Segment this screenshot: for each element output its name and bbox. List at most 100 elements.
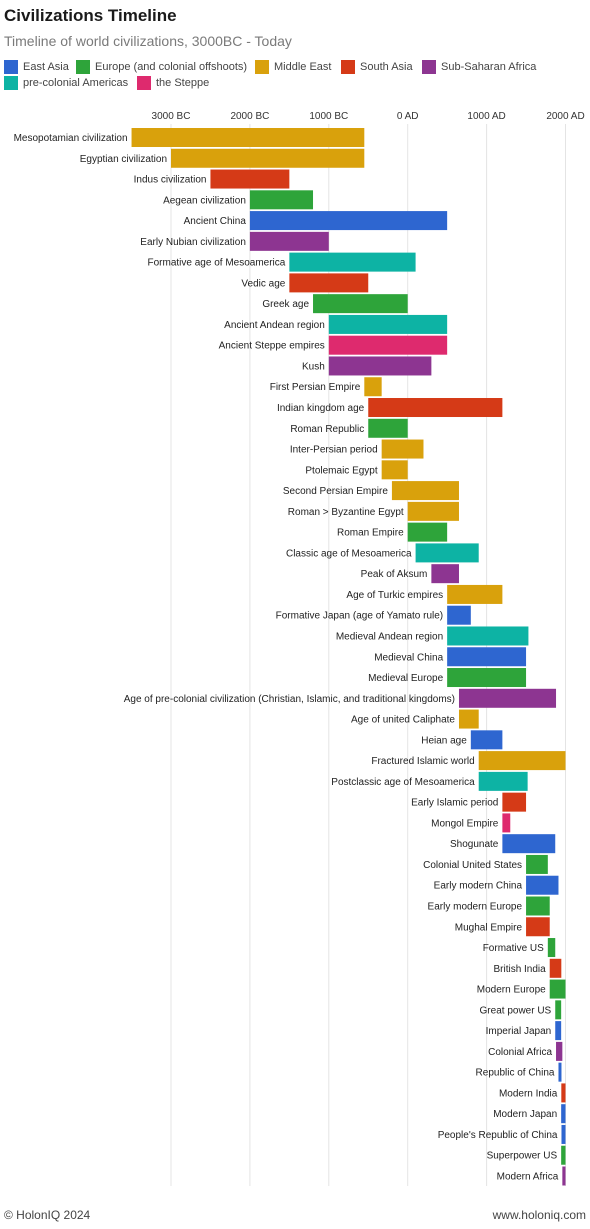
timeline-bar[interactable]: [549, 979, 566, 999]
timeline-bar[interactable]: [381, 460, 408, 480]
timeline-bar[interactable]: [502, 792, 527, 812]
bar-label: Inter-Persian period: [290, 445, 378, 456]
timeline-bar[interactable]: [547, 938, 556, 958]
bar-label: Age of Turkic empires: [346, 590, 443, 601]
timeline-bar[interactable]: [171, 148, 365, 168]
bar-label: Indus civilization: [134, 175, 207, 186]
bar-label: Peak of Aksum: [361, 569, 428, 580]
timeline-bar[interactable]: [447, 647, 527, 667]
bar-label: Modern Europe: [477, 985, 546, 996]
bar-label: Ancient China: [184, 216, 247, 227]
timeline-bar[interactable]: [313, 294, 408, 314]
timeline-bar[interactable]: [458, 709, 479, 729]
timeline-bar[interactable]: [407, 522, 448, 542]
bar-label: Classic age of Mesoamerica: [286, 548, 412, 559]
timeline-bar[interactable]: [368, 398, 503, 418]
timeline-bar[interactable]: [458, 688, 557, 708]
bar-label: Postclassic age of Mesoamerica: [331, 777, 475, 788]
legend-item[interactable]: the Steppe: [137, 76, 209, 90]
bar-label: Modern Africa: [497, 1172, 559, 1183]
bar-label: Ancient Andean region: [224, 320, 325, 331]
timeline-bar[interactable]: [470, 730, 503, 750]
timeline-bar[interactable]: [249, 231, 329, 251]
timeline-bar[interactable]: [431, 564, 459, 584]
timeline-bar[interactable]: [526, 854, 548, 874]
timeline-bar[interactable]: [478, 771, 528, 791]
timeline-bar[interactable]: [328, 356, 432, 376]
bar-label: Greek age: [262, 299, 309, 310]
timeline-bar[interactable]: [561, 1104, 566, 1124]
timeline-bar[interactable]: [526, 917, 550, 937]
chart-subtitle: Timeline of world civilizations, 3000BC …: [4, 33, 292, 49]
bar-label: Modern India: [499, 1088, 558, 1099]
bar-label: Modern Japan: [493, 1109, 557, 1120]
bar-label: Colonial Africa: [488, 1047, 552, 1058]
legend-swatch: [422, 60, 436, 74]
timeline-bar[interactable]: [131, 128, 365, 147]
bar-label: Imperial Japan: [486, 1026, 552, 1037]
bar-label: Medieval Andean region: [336, 631, 443, 642]
timeline-bar[interactable]: [364, 377, 382, 397]
bar-label: Formative age of Mesoamerica: [148, 258, 286, 269]
timeline-bar[interactable]: [289, 273, 369, 293]
legend-item[interactable]: Middle East: [255, 60, 331, 74]
bar-label: Formative Japan (age of Yamato rule): [276, 611, 444, 622]
bar-label: Vedic age: [241, 278, 285, 289]
timeline-bar[interactable]: [447, 626, 529, 646]
legend-label: Middle East: [274, 61, 332, 73]
bar-label: Superpower US: [487, 1151, 558, 1162]
timeline-bar[interactable]: [391, 481, 459, 501]
bar-label: Age of united Caliphate: [351, 715, 455, 726]
bar-label: Heian age: [421, 735, 467, 746]
legend-swatch: [4, 76, 18, 90]
timeline-bar[interactable]: [447, 668, 527, 688]
timeline-bar[interactable]: [526, 875, 559, 895]
timeline-bar[interactable]: [561, 1145, 566, 1165]
timeline-bar[interactable]: [368, 418, 408, 438]
timeline-bar[interactable]: [561, 1083, 566, 1103]
timeline-bar[interactable]: [502, 813, 511, 833]
bar-label: Egyptian civilization: [80, 154, 167, 165]
timeline-bar[interactable]: [558, 1062, 562, 1082]
legend-swatch: [137, 76, 151, 90]
timeline-bar[interactable]: [562, 1166, 566, 1186]
timeline-bar[interactable]: [478, 751, 566, 771]
bar-label: Formative US: [483, 943, 544, 954]
timeline-bar[interactable]: [549, 958, 562, 978]
legend-item[interactable]: pre-colonial Americas: [4, 76, 128, 90]
timeline-bar[interactable]: [561, 1124, 566, 1144]
legend-item[interactable]: South Asia: [341, 60, 413, 74]
timeline-bar[interactable]: [328, 314, 448, 334]
bar-label: Kush: [302, 361, 325, 372]
legend-item[interactable]: Europe (and colonial offshoots): [76, 60, 247, 74]
legend-swatch: [76, 60, 90, 74]
website-link[interactable]: www.holoniq.com: [492, 1208, 586, 1222]
timeline-bar[interactable]: [328, 335, 448, 355]
bar-label: Roman > Byzantine Egypt: [288, 507, 404, 518]
bar-label: Ancient Steppe empires: [219, 341, 325, 352]
bar-label: Great power US: [480, 1005, 552, 1016]
timeline-bar[interactable]: [447, 584, 503, 604]
x-tick-label: 2000 AD: [546, 111, 584, 122]
timeline-bar[interactable]: [289, 252, 416, 272]
legend-label: pre-colonial Americas: [23, 77, 129, 89]
timeline-chart: 3000 BC 2000 BC 1000 BC 0 AD 1000 AD 2000 AD M…: [14, 111, 585, 1186]
legend-item[interactable]: East Asia: [4, 60, 69, 74]
timeline-bar[interactable]: [447, 605, 471, 625]
legend-swatch: [341, 60, 355, 74]
timeline-bar[interactable]: [555, 1021, 562, 1041]
legend-item[interactable]: Sub-Saharan Africa: [422, 60, 536, 74]
copyright-text: © HolonIQ 2024: [4, 1208, 91, 1222]
timeline-bar[interactable]: [381, 439, 424, 459]
timeline-bar[interactable]: [502, 834, 556, 854]
timeline-bar[interactable]: [210, 169, 290, 189]
bar-label: Republic of China: [476, 1068, 555, 1079]
timeline-bar[interactable]: [249, 190, 314, 210]
timeline-bar[interactable]: [555, 1000, 562, 1020]
timeline-bar[interactable]: [407, 501, 459, 521]
timeline-bar[interactable]: [526, 896, 550, 916]
x-tick-label: 2000 BC: [230, 111, 269, 122]
timeline-bar[interactable]: [249, 211, 448, 231]
timeline-bar[interactable]: [415, 543, 479, 563]
timeline-bar[interactable]: [556, 1041, 563, 1061]
